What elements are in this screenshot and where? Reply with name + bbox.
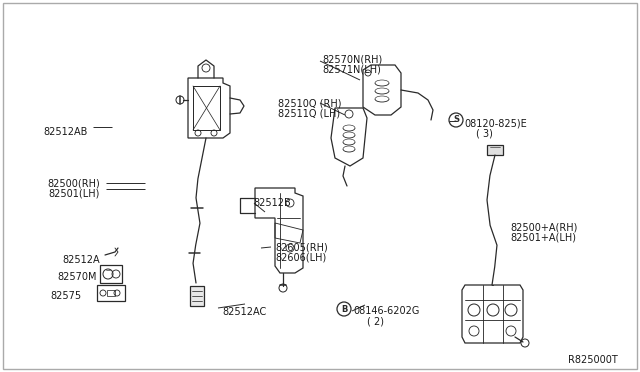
Text: 82570M: 82570M: [57, 272, 97, 282]
Circle shape: [449, 113, 463, 127]
Text: S: S: [453, 115, 459, 125]
Text: ( 2): ( 2): [367, 317, 384, 327]
Text: 82512AB: 82512AB: [44, 127, 88, 137]
Text: 82570N(RH): 82570N(RH): [322, 55, 382, 65]
Bar: [487, 145, 503, 155]
Text: 82575: 82575: [50, 291, 81, 301]
Bar: [190, 286, 204, 306]
Text: B: B: [341, 305, 347, 314]
Text: 82501+A(LH): 82501+A(LH): [510, 232, 576, 242]
Text: 82501(LH): 82501(LH): [49, 189, 100, 199]
Text: 82571N(LH): 82571N(LH): [322, 65, 381, 75]
Text: 08146-6202G: 08146-6202G: [353, 306, 419, 316]
Text: 08120-825)E: 08120-825)E: [464, 118, 527, 128]
Text: 82605(RH): 82605(RH): [275, 243, 328, 253]
Text: 82500(RH): 82500(RH): [47, 178, 100, 188]
Text: 82500+A(RH): 82500+A(RH): [510, 222, 577, 232]
Text: 82512B: 82512B: [253, 198, 291, 208]
Text: R825000T: R825000T: [568, 355, 618, 365]
Text: 82511Q (LH): 82511Q (LH): [278, 108, 340, 118]
Text: 82512AC: 82512AC: [222, 307, 266, 317]
Text: ( 3): ( 3): [476, 129, 493, 139]
Bar: [107, 290, 115, 296]
Circle shape: [337, 302, 351, 316]
Text: 82512A: 82512A: [62, 255, 100, 265]
Text: 82510Q (RH): 82510Q (RH): [278, 98, 342, 108]
Text: 82606(LH): 82606(LH): [275, 253, 326, 263]
